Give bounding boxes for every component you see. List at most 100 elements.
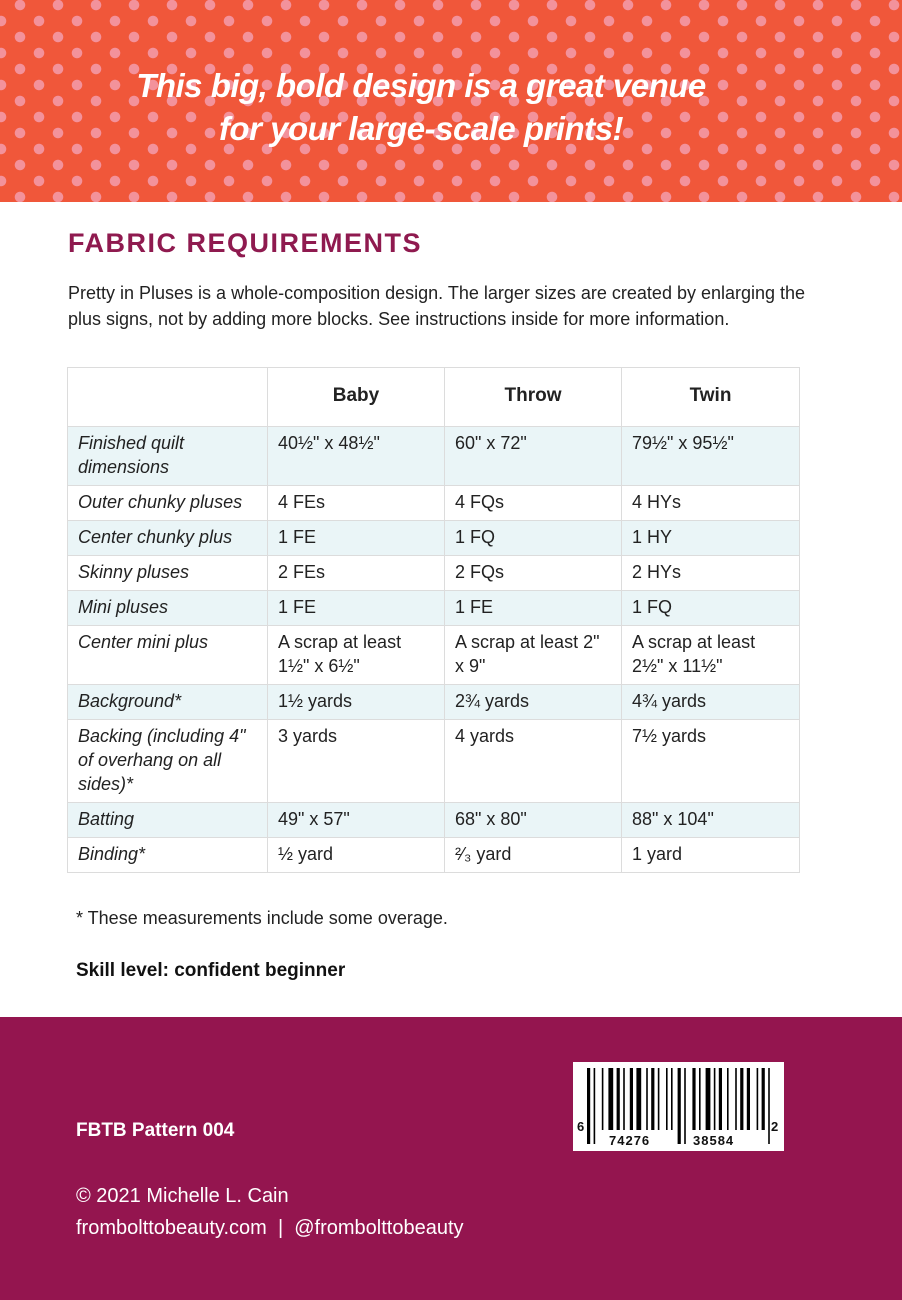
fabric-requirements-table: Baby Throw Twin Finished quilt dimensions 4… — [67, 367, 800, 873]
row-label: Finished quilt dimensions — [67, 426, 268, 486]
polka-dot-banner: This big, bold design is a great venue f… — [0, 0, 902, 202]
cell-value: 1 FE — [444, 590, 622, 626]
cell-value: 1 HY — [621, 520, 800, 556]
cell-value: 1 FE — [267, 590, 445, 626]
barcode-bar — [657, 1068, 660, 1130]
row-label: Mini pluses — [67, 590, 268, 626]
cell-value: 1½ yards — [267, 684, 445, 720]
cell-value: 1 yard — [621, 837, 800, 873]
cell-value: 7½ yards — [621, 719, 800, 803]
table-row: Center chunky plus 1 FE 1 FQ 1 HY — [67, 520, 800, 556]
cell-value: A scrap at least 2" x 9" — [444, 625, 622, 685]
row-label: Backing (including 4" of overhang on all… — [67, 719, 268, 803]
table-row: Outer chunky pluses 4 FEs 4 FQs 4 HYs — [67, 485, 800, 521]
barcode-bar — [761, 1068, 765, 1130]
barcode-bar — [756, 1068, 759, 1130]
barcode-bar — [718, 1068, 722, 1130]
cell-value: 40½" x 48½" — [267, 426, 445, 486]
cell-value: 1 FE — [267, 520, 445, 556]
cell-value: 1 FQ — [444, 520, 622, 556]
cell-value: 4¾ yards — [621, 684, 800, 720]
cell-value: A scrap at least 1½" x 6½" — [267, 625, 445, 685]
barcode-bars — [587, 1068, 770, 1144]
row-label: Batting — [67, 802, 268, 838]
cell-value: 2 FQs — [444, 555, 622, 591]
table-row: Center mini plus A scrap at least 1½" x 6… — [67, 625, 800, 685]
footer: FBTB Pattern 004 © 2021 Michelle L. Cain… — [0, 1017, 902, 1300]
table-row: Backing (including 4" of overhang on all… — [67, 719, 800, 803]
barcode-bar — [740, 1068, 744, 1130]
row-label: Background* — [67, 684, 268, 720]
column-header: Twin — [621, 367, 800, 427]
table-row: Binding* ½ yard ²⁄₃ yard 1 yard — [67, 837, 800, 873]
barcode-bar — [646, 1068, 648, 1130]
table-row: Skinny pluses 2 FEs 2 FQs 2 HYs — [67, 555, 800, 591]
tagline: This big, bold design is a great venue f… — [0, 64, 842, 150]
cell-value: 60" x 72" — [444, 426, 622, 486]
cell-value: 1 FQ — [621, 590, 800, 626]
cell-value: 68" x 80" — [444, 802, 622, 838]
table-header-row: Baby Throw Twin — [67, 367, 800, 427]
table-row: Finished quilt dimensions 40½" x 48½" 60" … — [67, 426, 800, 486]
barcode-bar — [713, 1068, 716, 1130]
copyright-block: © 2021 Michelle L. Cain frombolttobeauty… — [76, 1180, 464, 1244]
cell-value: 3 yards — [267, 719, 445, 803]
table-row: Batting 49" x 57" 68" x 80" 88" x 104" — [67, 802, 800, 838]
barcode-digits-right: 38584 — [693, 1133, 735, 1148]
pattern-number: FBTB Pattern 004 — [76, 1120, 235, 1141]
cell-value: 2 HYs — [621, 555, 800, 591]
cell-value: 4 yards — [444, 719, 622, 803]
barcode-bar — [677, 1068, 681, 1144]
barcode: 6 74276 38584 2 — [573, 1062, 784, 1151]
cell-value: 4 FQs — [444, 485, 622, 521]
overage-note: * These measurements include some overag… — [76, 908, 448, 928]
website-social: frombolttobeauty.com | @frombolttobeauty — [76, 1217, 464, 1239]
barcode-bar — [616, 1068, 620, 1130]
barcode-bar — [735, 1068, 737, 1130]
barcode-bar — [636, 1068, 642, 1130]
tagline-line-1: This big, bold design is a great venue — [136, 67, 706, 104]
cell-value: 49" x 57" — [267, 802, 445, 838]
barcode-bar — [692, 1068, 696, 1130]
row-label: Skinny pluses — [67, 555, 268, 591]
cell-value: A scrap at least 2½" x 11½" — [621, 625, 800, 685]
row-label: Center chunky plus — [67, 520, 268, 556]
cell-value: 4 FEs — [267, 485, 445, 521]
row-label: Center mini plus — [67, 625, 268, 685]
barcode-bar — [671, 1068, 673, 1130]
barcode-bar — [746, 1068, 750, 1130]
barcode-digit-check: 2 — [771, 1119, 779, 1134]
barcode-bar — [705, 1068, 711, 1130]
barcode-bar — [623, 1068, 625, 1130]
barcode-digit-first: 6 — [577, 1119, 585, 1134]
barcode-bar — [651, 1068, 655, 1130]
cell-value: 4 HYs — [621, 485, 800, 521]
intro-text: Pretty in Pluses is a whole-composition … — [68, 283, 806, 329]
column-header — [67, 367, 268, 427]
barcode-bar — [727, 1068, 729, 1130]
row-label: Outer chunky pluses — [67, 485, 268, 521]
cell-value: 79½" x 95½" — [621, 426, 800, 486]
barcode-bar — [593, 1068, 596, 1144]
row-label: Binding* — [67, 837, 268, 873]
cell-value: ½ yard — [267, 837, 445, 873]
table-row: Background* 1½ yards 2¾ yards 4¾ yards — [67, 684, 800, 720]
cell-value: 88" x 104" — [621, 802, 800, 838]
skill-level: Skill level: confident beginner — [76, 960, 346, 981]
table-row: Mini pluses 1 FE 1 FE 1 FQ — [67, 590, 800, 626]
cell-value: ²⁄₃ yard — [444, 837, 622, 873]
barcode-bar — [684, 1068, 686, 1144]
copyright: © 2021 Michelle L. Cain — [76, 1185, 289, 1207]
barcode-bar — [768, 1068, 770, 1144]
barcode-digits-left: 74276 — [609, 1133, 651, 1148]
section-heading: FABRIC REQUIREMENTS — [68, 228, 423, 258]
barcode-bar — [587, 1068, 591, 1144]
column-header: Throw — [444, 367, 622, 427]
barcode-bar — [699, 1068, 701, 1130]
cell-value: 2¾ yards — [444, 684, 622, 720]
barcode-bar — [666, 1068, 668, 1130]
tagline-line-2: for your large-scale prints! — [218, 110, 624, 147]
barcode-bar — [608, 1068, 614, 1130]
barcode-bar — [629, 1068, 633, 1130]
cell-value: 2 FEs — [267, 555, 445, 591]
